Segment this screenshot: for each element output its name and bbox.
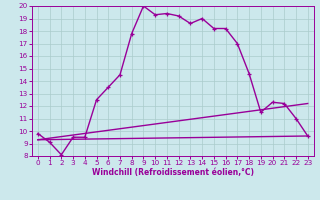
X-axis label: Windchill (Refroidissement éolien,°C): Windchill (Refroidissement éolien,°C)	[92, 168, 254, 177]
